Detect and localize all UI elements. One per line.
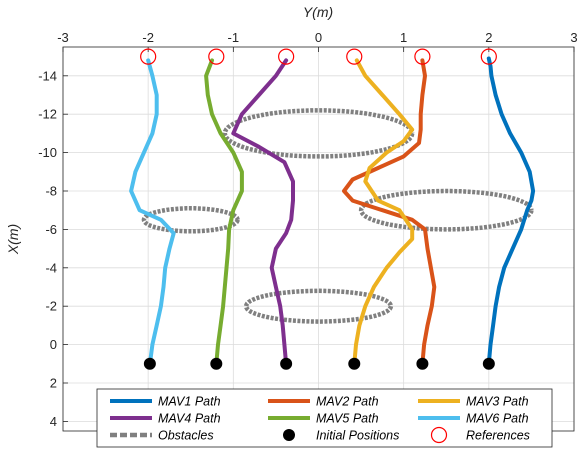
initial-position-marker [416,357,429,370]
obstacle-ellipse [141,206,240,234]
legend-label: MAV3 Path [466,395,529,409]
y-tick-label: -10 [38,145,57,160]
obstacles-layer [141,108,534,324]
mav1-path-line [486,56,536,366]
legend-box [96,388,553,448]
x-tick-label: -1 [228,30,240,45]
y-tick-label: 4 [50,414,57,429]
y-tick-label: -14 [38,68,57,83]
legend-label: Obstacles [158,429,214,443]
x-tick-label: 3 [570,30,577,45]
x-tick-label: -2 [142,30,154,45]
obstacle-ellipse [358,188,534,232]
x-tick-labels: -3 -2 -1 0 1 2 3 [57,30,577,45]
x-axis-label: Y(m) [303,4,333,20]
initial-position-marker [280,357,293,370]
legend-label: MAV1 Path [158,395,221,409]
y-tick-label: -4 [45,260,57,275]
paths-layer [129,56,536,366]
mav6-path-line [129,58,176,366]
reference-marker [480,48,497,65]
x-tick-label: 1 [400,30,407,45]
reference-marker [140,48,157,65]
reference-marker [346,48,363,65]
obstacle-ellipse [222,108,415,159]
mav3-path-line [352,58,415,366]
y-axis-label: X(m) [5,224,21,255]
initial-position-marker [482,357,495,370]
legend-swatch [283,429,295,441]
initial-position-marker [348,357,361,370]
legend-label: MAV2 Path [316,395,379,409]
y-tick-labels: -14 -12 -10 -8 -6 -4 -2 0 2 4 [38,68,57,429]
x-tick-label: 0 [315,30,322,45]
legend-label: MAV4 Path [158,412,221,426]
mav5-path-line [204,58,244,366]
mav2-path-line [342,58,437,366]
y-tick-label: 2 [50,376,57,391]
legend-label: MAV5 Path [316,412,379,426]
y-tick-label: -8 [45,184,57,199]
initial-position-marker [210,357,223,370]
legend-label: MAV6 Path [466,412,529,426]
reference-marker [278,48,295,65]
x-tick-label: 2 [485,30,492,45]
legend-label: References [466,429,530,443]
mav4-path-line [231,58,295,366]
legend-swatch [430,426,448,444]
initial-position-marker [143,357,156,370]
legend-label: Initial Positions [316,429,399,443]
reference-marker [208,48,225,65]
y-tick-label: 0 [50,337,57,352]
markers-layer [140,48,497,370]
y-tick-label: -12 [38,107,57,122]
x-tick-label: -3 [57,30,69,45]
legend: MAV1 Path MAV2 Path MAV3 Path MAV4 Path MAV5… [96,388,553,448]
y-tick-label: -6 [45,222,57,237]
y-tick-label: -2 [45,299,57,314]
reference-marker [414,48,431,65]
